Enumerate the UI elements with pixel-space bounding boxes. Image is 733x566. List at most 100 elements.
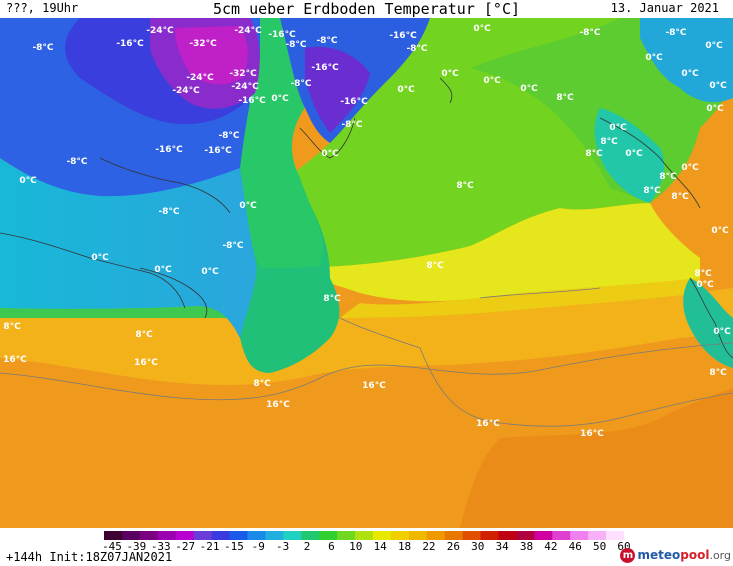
zone-orange-band bbox=[0, 288, 733, 386]
temperature-label: -16°C bbox=[238, 96, 266, 106]
temperature-label: -8°C bbox=[158, 207, 179, 217]
color-scale-swatch bbox=[588, 531, 607, 540]
date-label: 13. Januar 2021 bbox=[610, 1, 719, 15]
temperature-label: -24°C bbox=[172, 86, 200, 96]
color-scale-swatch bbox=[534, 531, 553, 540]
zone-yellow-band bbox=[260, 203, 700, 302]
color-scale-swatch bbox=[606, 531, 624, 540]
temperature-label: 0°C bbox=[706, 104, 724, 114]
zone-yellow-south bbox=[340, 278, 700, 318]
color-scale-swatch bbox=[229, 531, 248, 540]
temperature-label: 0°C bbox=[713, 327, 731, 337]
temperature-label: 16°C bbox=[580, 429, 604, 439]
color-scale-tick: 50 bbox=[592, 540, 607, 553]
header: ???, 19Uhr 5cm ueber Erdboden Temperatur… bbox=[0, 0, 733, 18]
temperature-label: -16°C bbox=[389, 31, 417, 41]
temperature-label: 8°C bbox=[556, 93, 574, 103]
color-scale-swatch bbox=[355, 531, 374, 540]
color-scale-swatch bbox=[480, 531, 499, 540]
color-scale-swatch bbox=[516, 531, 535, 540]
temperature-label: -8°C bbox=[66, 157, 87, 167]
color-scale-swatch bbox=[247, 531, 266, 540]
temperature-label: -24°C bbox=[186, 73, 214, 83]
color-scale-swatch bbox=[175, 531, 195, 540]
color-scale-tick: -45 bbox=[102, 540, 122, 553]
color-scale-ticks: -45 -39 -33 -27 -21 -15 -9 -3 2 6 10 14 18 22 26 30 34 38… bbox=[102, 540, 644, 554]
temperature-label: -16°C bbox=[204, 146, 232, 156]
temperature-label: 0°C bbox=[201, 267, 219, 277]
temperature-label: 0°C bbox=[19, 176, 37, 186]
temperature-label: 8°C bbox=[253, 379, 271, 389]
valid-time-label: ???, 19Uhr bbox=[6, 1, 79, 15]
temperature-label: 0°C bbox=[239, 201, 257, 211]
temperature-label: 0°C bbox=[625, 149, 643, 159]
temperature-label: 16°C bbox=[134, 358, 158, 368]
color-scale-tick: 10 bbox=[349, 540, 363, 553]
brand-text-meteo: meteo bbox=[637, 548, 681, 562]
color-scale-tick: 34 bbox=[495, 540, 509, 553]
temperature-label: 0°C bbox=[483, 76, 501, 86]
color-scale-tick: 6 bbox=[328, 540, 335, 553]
temperature-label: 8°C bbox=[426, 261, 444, 271]
color-scale-swatch bbox=[139, 531, 159, 540]
temperature-label: 8°C bbox=[135, 330, 153, 340]
temperature-label: 0°C bbox=[681, 163, 699, 173]
temperature-label: -8°C bbox=[290, 79, 311, 89]
temperature-label: 8°C bbox=[323, 294, 341, 304]
color-scale-swatch bbox=[211, 531, 231, 540]
color-scale-swatch bbox=[301, 531, 320, 540]
temperature-label: 8°C bbox=[585, 149, 603, 159]
map-title: 5cm ueber Erdboden Temperatur [°C] bbox=[212, 0, 521, 18]
temperature-label: 0°C bbox=[711, 226, 729, 236]
temperature-label: -8°C bbox=[579, 28, 600, 38]
temperature-label: -8°C bbox=[406, 44, 427, 54]
color-scale-tick: -3 bbox=[276, 540, 290, 553]
zone-cyan-east bbox=[683, 278, 733, 368]
temperature-label: 16°C bbox=[266, 400, 290, 410]
meteopool-logo[interactable]: m meteo pool .org bbox=[620, 546, 731, 564]
map-label-layer: -24°C -24°C 0°C -8°C -8°C -16°C -32°C -16°C -8°C… bbox=[3, 24, 731, 439]
color-scale-tick: 42 bbox=[544, 540, 558, 553]
temperature-label: 0°C bbox=[609, 123, 627, 133]
zone-cyan-northeast bbox=[594, 108, 665, 203]
color-scale-tick: -39 bbox=[126, 540, 147, 553]
color-scale-tick: 38 bbox=[519, 540, 534, 553]
temperature-label: -8°C bbox=[32, 43, 53, 53]
color-scale-tick: -27 bbox=[175, 540, 196, 553]
temperature-label: -8°C bbox=[222, 241, 243, 251]
zone-warm-southeast bbox=[460, 388, 733, 528]
zone-purple-north-center bbox=[305, 46, 370, 133]
temperature-label: -8°C bbox=[665, 28, 686, 38]
temperature-label: 0°C bbox=[154, 265, 172, 275]
temperature-label: 0°C bbox=[681, 69, 699, 79]
color-scale-swatch bbox=[390, 531, 410, 540]
color-scale-tick: -21 bbox=[199, 540, 220, 553]
color-scale-tick: 2 bbox=[303, 540, 311, 553]
color-scale-swatch bbox=[570, 531, 589, 540]
temperature-label: 0°C bbox=[397, 85, 415, 95]
brand-text-domain: .org bbox=[709, 548, 731, 562]
temperature-label: 16°C bbox=[3, 355, 27, 365]
temperature-label: 8°C bbox=[659, 172, 677, 182]
coastlines bbox=[0, 77, 733, 359]
temperature-map: -24°C -24°C 0°C -8°C -8°C -16°C -32°C -16°C -8°C… bbox=[0, 18, 733, 528]
temperature-label: 8°C bbox=[643, 186, 661, 196]
temperature-label: 8°C bbox=[600, 137, 618, 147]
temperature-label: -32°C bbox=[189, 39, 217, 49]
temperature-label: 16°C bbox=[476, 419, 500, 429]
temperature-label: 8°C bbox=[456, 181, 474, 191]
temperature-label: -8°C bbox=[218, 131, 239, 141]
temperature-label: 0°C bbox=[709, 81, 727, 91]
color-scale-tick: 26 bbox=[446, 540, 460, 553]
temperature-label: -16°C bbox=[340, 97, 368, 107]
color-scale-tick: 46 bbox=[568, 540, 582, 553]
color-scale-swatch bbox=[157, 531, 177, 540]
color-scale-swatch bbox=[319, 531, 338, 540]
color-scale-swatch bbox=[104, 531, 123, 540]
color-scale-swatch bbox=[121, 531, 141, 540]
temperature-label: 0°C bbox=[321, 149, 339, 159]
temperature-label: -8°C bbox=[285, 40, 306, 50]
zone-cyan-west bbox=[0, 158, 257, 338]
temperature-label: -24°C bbox=[231, 82, 259, 92]
temperature-label: 8°C bbox=[694, 269, 712, 279]
